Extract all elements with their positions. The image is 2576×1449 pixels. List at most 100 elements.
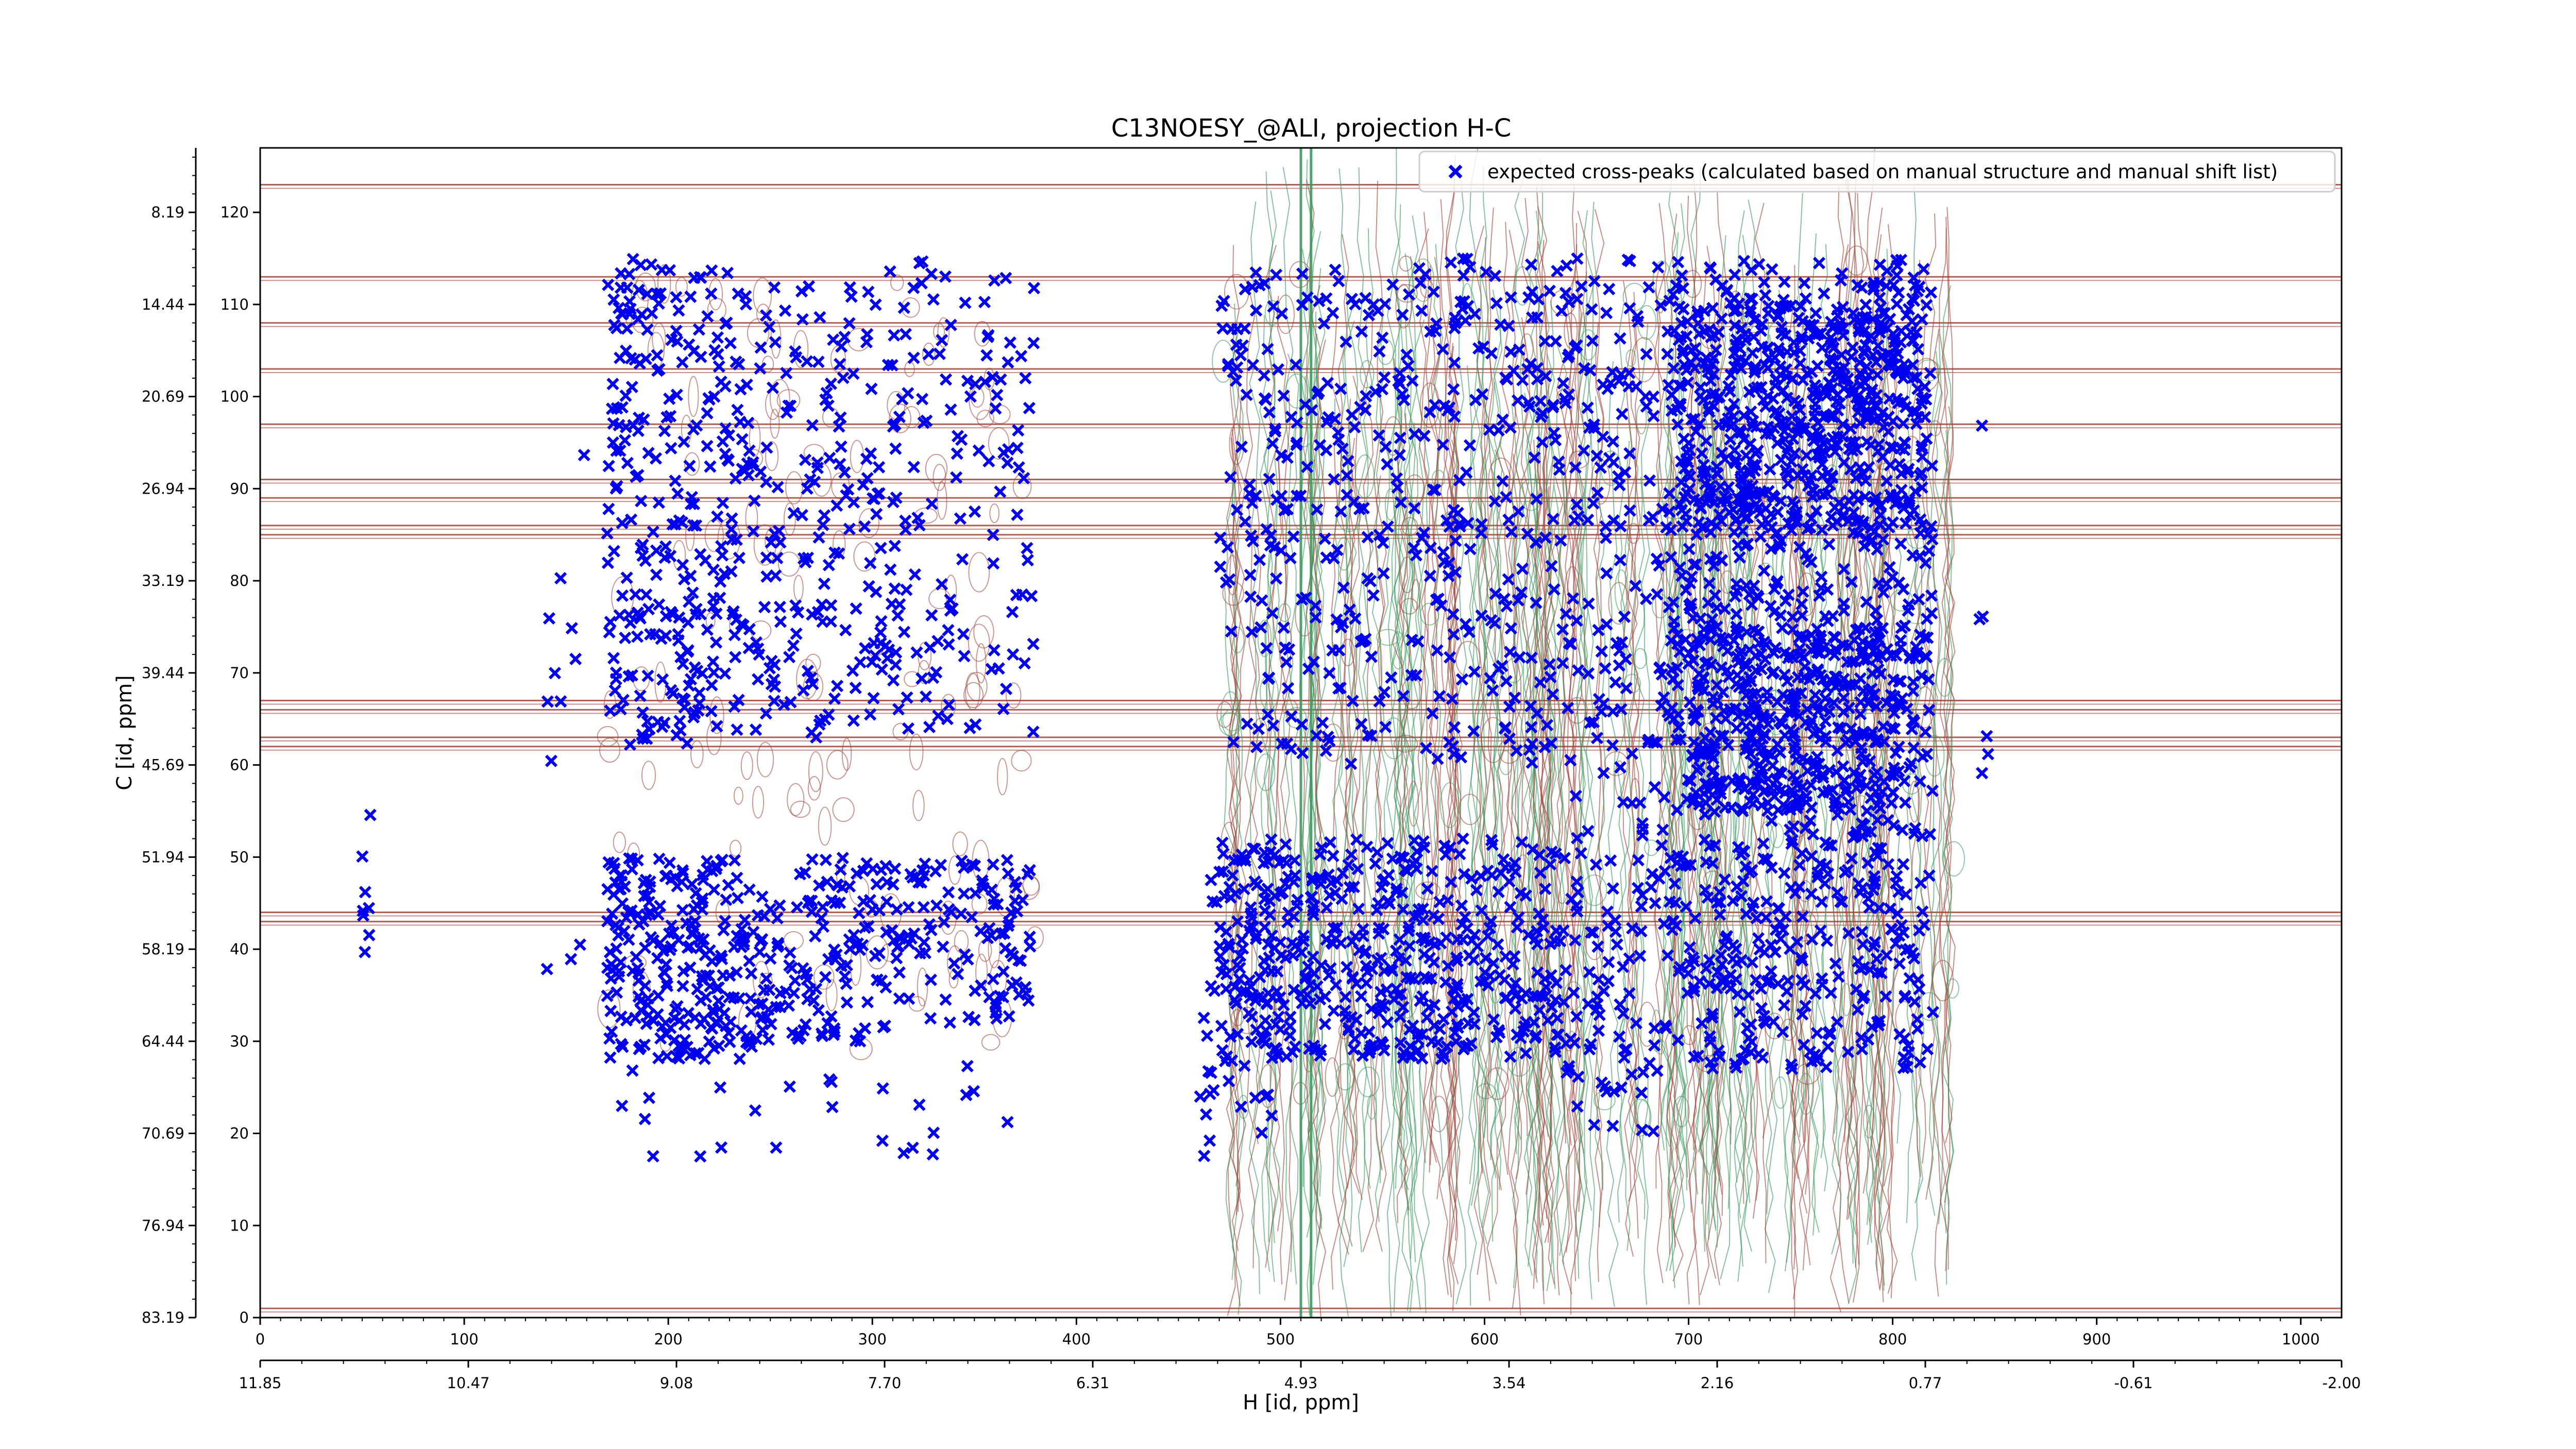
- cross-peak-marker: [782, 399, 795, 412]
- cross-peak-marker: [893, 410, 906, 424]
- cross-peak-marker: [848, 496, 860, 509]
- cross-peak-marker: [689, 915, 702, 928]
- cross-peak-marker: [887, 878, 900, 891]
- cross-peak-marker: [939, 270, 952, 283]
- cross-peak-marker: [890, 951, 903, 965]
- contour-line: [1444, 155, 1456, 1298]
- cross-peak-marker: [670, 325, 683, 338]
- cross-peak-marker: [721, 266, 734, 279]
- contour-line: [1778, 290, 1790, 1272]
- cross-peak-marker: [827, 333, 840, 346]
- cross-peak-marker: [672, 628, 685, 641]
- cross-peak-marker: [690, 899, 704, 912]
- cross-peak-marker: [769, 336, 782, 349]
- contour-blob: [1367, 1094, 1377, 1120]
- cross-peak-marker: [916, 255, 929, 268]
- cross-peak-marker: [997, 965, 1010, 978]
- cross-peak-marker: [1007, 648, 1020, 661]
- cross-peak-marker: [987, 972, 999, 986]
- cross-peak-marker: [924, 1012, 937, 1025]
- secondary-x-tick-label: -2.00: [2322, 1374, 2361, 1392]
- cross-peak-marker: [916, 672, 928, 685]
- cross-peak-marker: [780, 366, 793, 380]
- cross-peak-marker: [601, 527, 614, 540]
- contour-blob: [989, 503, 1000, 524]
- cross-peak-marker: [638, 889, 651, 903]
- cross-peak-marker: [634, 689, 647, 702]
- contour-line: [1619, 441, 1631, 1251]
- cross-peak-marker: [884, 563, 897, 576]
- cross-peak-marker: [1504, 291, 1517, 304]
- cross-peak-marker: [952, 968, 964, 981]
- cross-peak-marker: [1016, 588, 1029, 601]
- contour-line: [1575, 312, 1588, 1279]
- cross-peak-marker: [717, 924, 730, 937]
- cross-peak-marker: [939, 993, 952, 1006]
- cross-peak-marker: [603, 626, 616, 639]
- contour-blob: [1608, 582, 1630, 625]
- contour-line: [1836, 420, 1847, 1166]
- cross-peak-marker: [1006, 605, 1019, 618]
- cross-peak-marker: [1003, 916, 1015, 929]
- cross-peak-marker: [1560, 608, 1572, 620]
- cross-peak-marker: [754, 465, 767, 478]
- cross-peak-marker: [1001, 854, 1013, 867]
- cross-peak-marker: [965, 911, 978, 923]
- contour-blob: [1629, 1099, 1652, 1137]
- cross-peak-marker: [641, 323, 654, 336]
- secondary-y-tick-label: 51.94: [142, 848, 184, 866]
- contour-blob: [769, 379, 790, 417]
- cross-peak-marker: [834, 458, 846, 470]
- cross-peak-marker: [687, 423, 700, 436]
- cross-peak-marker: [1436, 343, 1449, 356]
- x-tick-label: 100: [450, 1330, 478, 1348]
- cross-peak-marker: [828, 692, 841, 705]
- cross-peak-marker: [760, 441, 773, 454]
- cross-peak-marker: [955, 907, 968, 920]
- cross-peak-marker: [870, 508, 883, 520]
- cross-peak-marker: [754, 341, 767, 354]
- cross-peak-marker: [816, 1030, 829, 1042]
- cross-peak-marker: [834, 896, 846, 909]
- cross-peak-marker: [1235, 441, 1248, 453]
- cross-peak-marker: [622, 933, 635, 946]
- y-tick-label: 120: [221, 204, 249, 221]
- cross-peak-marker: [650, 568, 663, 581]
- cross-peak-marker: [774, 615, 787, 628]
- cross-peak-marker: [774, 536, 787, 549]
- cross-peak-marker: [653, 936, 667, 950]
- cross-peak-marker: [1011, 442, 1024, 454]
- cross-peak-marker: [972, 444, 985, 457]
- contour-line: [1494, 449, 1506, 1190]
- cross-peak-marker: [823, 451, 836, 464]
- cross-peak-marker: [609, 482, 622, 495]
- contour-blob: [832, 797, 855, 822]
- contour-blob: [976, 643, 987, 684]
- cross-peak-marker: [1525, 651, 1538, 664]
- cross-peak-marker: [902, 722, 915, 735]
- cross-peak-marker: [954, 512, 967, 525]
- contour-blob: [1335, 1063, 1355, 1091]
- contour-blob: [1673, 1096, 1690, 1127]
- cross-peak-marker: [1022, 994, 1035, 1007]
- cross-peak-marker: [792, 606, 805, 619]
- cross-peak-marker: [716, 496, 730, 510]
- contour-blob: [866, 935, 889, 970]
- cross-peak-marker: [739, 298, 753, 311]
- cross-peak-marker: [944, 594, 957, 606]
- cross-peak-marker: [869, 649, 882, 662]
- cross-peak-marker: [646, 307, 658, 319]
- cross-peak-marker: [756, 890, 769, 903]
- contour-blob: [1238, 1094, 1249, 1119]
- legend-entry-label: expected cross-peaks (calculated based o…: [1487, 161, 2278, 183]
- contour-blob: [1408, 781, 1419, 827]
- contour-blob: [1942, 841, 1965, 877]
- cross-peak-marker: [850, 602, 862, 615]
- cross-peak-marker: [870, 973, 884, 986]
- cross-peak-marker: [969, 378, 982, 391]
- cross-peak-marker: [958, 650, 971, 663]
- cross-peak-marker: [713, 360, 725, 373]
- cross-peak-marker: [705, 287, 718, 300]
- cross-peak-marker: [858, 520, 871, 533]
- cross-peak-marker: [1424, 542, 1437, 554]
